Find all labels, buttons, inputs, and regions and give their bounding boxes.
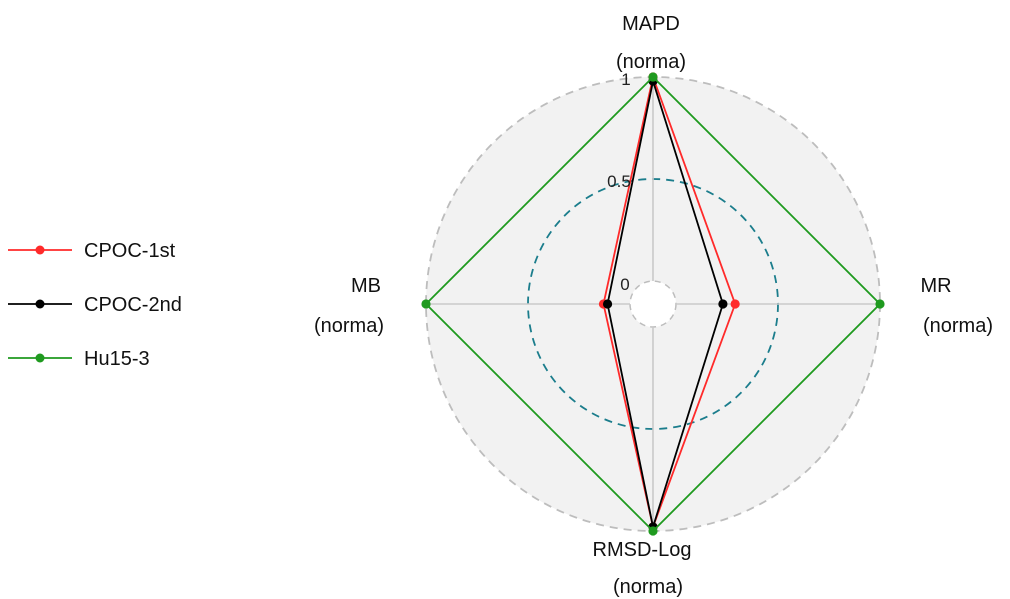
- axis-unit-rmsd-log: (norma): [613, 576, 683, 598]
- series-layer: [421, 72, 885, 536]
- legend-item-cpoc-2nd: CPOC-2nd: [8, 294, 182, 316]
- axis-unit-mb: (norma): [314, 315, 384, 337]
- point-cpoc-1st-mr: [730, 299, 740, 309]
- point-cpoc-2nd-mb: [602, 299, 613, 309]
- tick-label-0-5: 0.5: [607, 172, 631, 191]
- legend-label-hu15-3: Hu15-3: [84, 348, 150, 370]
- axis-label-mr: MR: [920, 275, 951, 297]
- point-hu15-3-mapd: [648, 72, 658, 82]
- label-layer: MAPD (norma) MR (norma) RMSD-Log (norma)…: [314, 13, 993, 598]
- tick-label-1: 1: [621, 70, 630, 89]
- legend: CPOC-1st CPOC-2nd Hu15-3: [8, 240, 182, 370]
- axis-unit-mr: (norma): [923, 315, 993, 337]
- axis-label-mb: MB: [351, 275, 381, 297]
- legend-dot-hu15-3: [35, 353, 45, 363]
- grid-layer: [425, 76, 881, 532]
- point-hu15-3-rmsd-log: [648, 526, 658, 536]
- axis-label-mapd: MAPD: [622, 13, 680, 35]
- point-hu15-3-mb: [421, 299, 431, 309]
- point-hu15-3-mr: [875, 299, 885, 309]
- axis-label-rmsd-log: RMSD-Log: [593, 539, 692, 561]
- legend-dot-cpoc-2nd: [35, 299, 45, 309]
- legend-label-cpoc-1st: CPOC-1st: [84, 240, 176, 262]
- legend-item-cpoc-1st: CPOC-1st: [8, 240, 176, 262]
- legend-item-hu15-3: Hu15-3: [8, 348, 150, 370]
- inner-ring: [629, 280, 677, 328]
- legend-label-cpoc-2nd: CPOC-2nd: [84, 294, 182, 316]
- tick-label-0: 0: [620, 275, 629, 294]
- axis-unit-mapd: (norma): [616, 51, 686, 73]
- point-cpoc-2nd-mr: [718, 299, 728, 309]
- legend-dot-cpoc-1st: [35, 245, 45, 255]
